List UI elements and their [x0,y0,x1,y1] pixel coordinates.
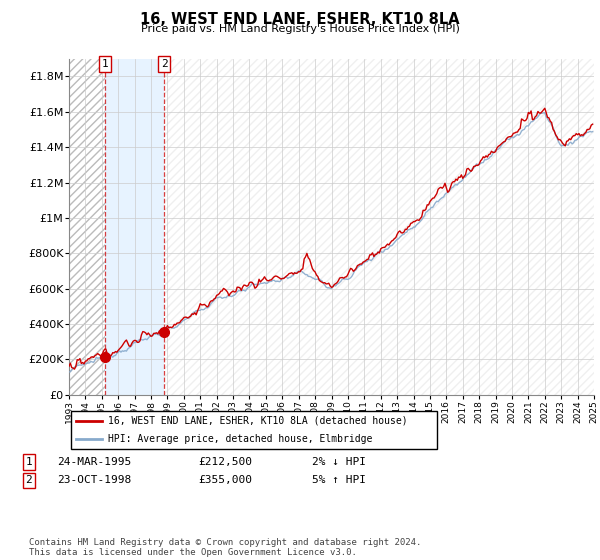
Text: 2: 2 [161,59,167,69]
FancyBboxPatch shape [71,411,437,449]
Text: 24-MAR-1995: 24-MAR-1995 [57,457,131,467]
Text: 5% ↑ HPI: 5% ↑ HPI [312,475,366,486]
Text: Contains HM Land Registry data © Crown copyright and database right 2024.
This d: Contains HM Land Registry data © Crown c… [29,538,421,557]
Text: 1: 1 [102,59,109,69]
Bar [105,59,164,395]
Text: Price paid vs. HM Land Registry's House Price Index (HPI): Price paid vs. HM Land Registry's House … [140,24,460,34]
Text: 2: 2 [25,475,32,486]
Text: £212,500: £212,500 [198,457,252,467]
Text: 16, WEST END LANE, ESHER, KT10 8LA (detached house): 16, WEST END LANE, ESHER, KT10 8LA (deta… [108,416,407,426]
Text: 16, WEST END LANE, ESHER, KT10 8LA: 16, WEST END LANE, ESHER, KT10 8LA [140,12,460,27]
Bar [164,59,594,395]
Text: £355,000: £355,000 [198,475,252,486]
Bar [69,59,105,395]
Text: 23-OCT-1998: 23-OCT-1998 [57,475,131,486]
Text: HPI: Average price, detached house, Elmbridge: HPI: Average price, detached house, Elmb… [108,435,373,445]
Text: 2% ↓ HPI: 2% ↓ HPI [312,457,366,467]
Bar [69,59,105,395]
Text: 1: 1 [25,457,32,467]
